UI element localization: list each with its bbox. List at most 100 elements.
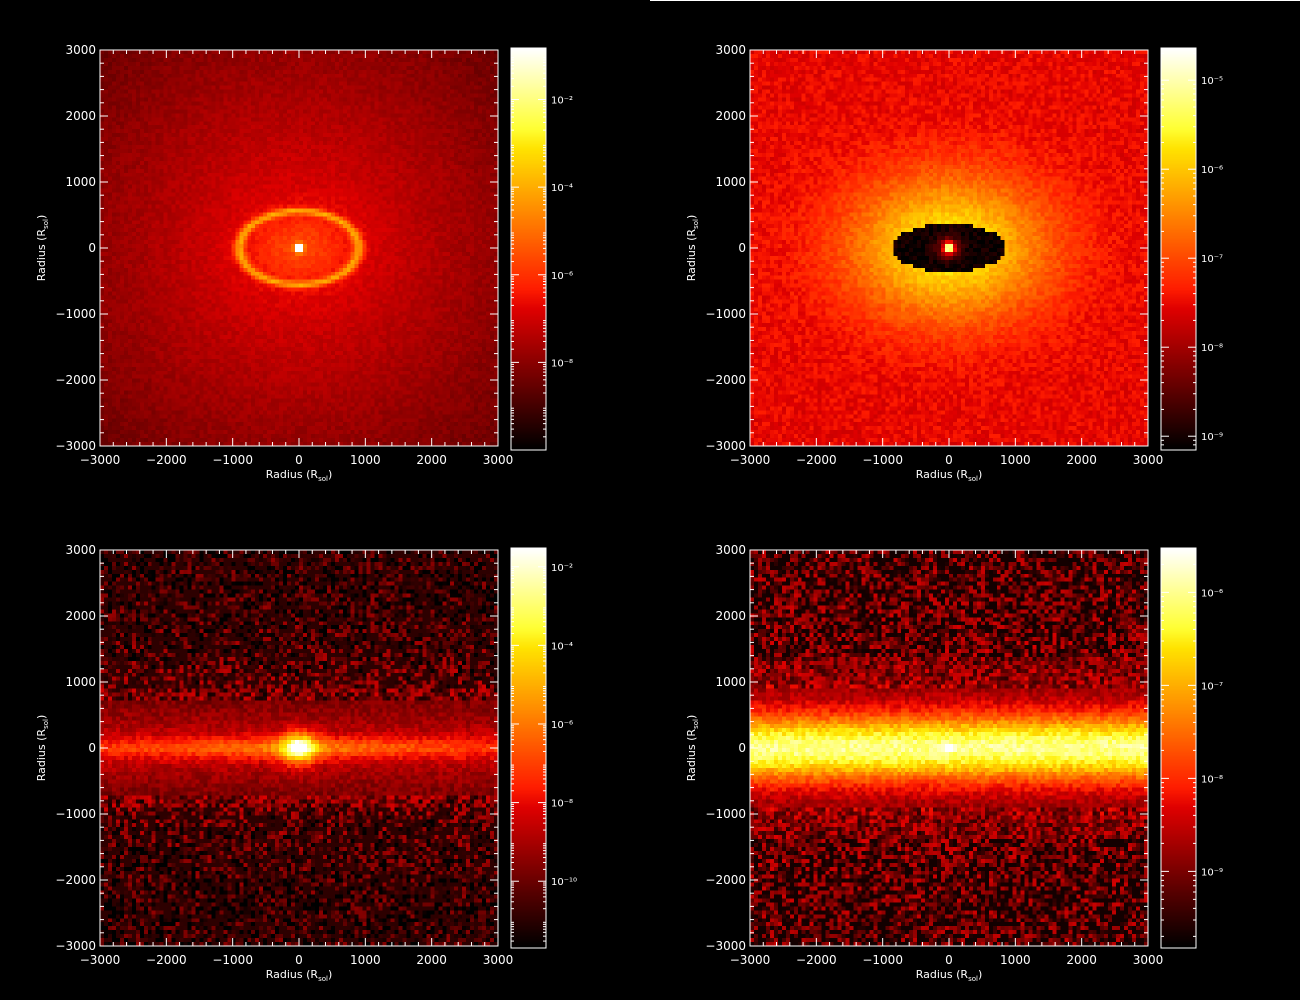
- x-axis-label: Radius (Rsol): [266, 968, 333, 983]
- colorbar-tick-label: 10⁻⁵: [1201, 76, 1223, 87]
- x-tick-label: −3000: [80, 953, 121, 967]
- y-axis-label: Radius (Rsol): [35, 715, 50, 782]
- x-tick-label: 2000: [416, 953, 447, 967]
- y-tick-label: −2000: [705, 373, 746, 387]
- colorbar-tick-label: 10⁻⁷: [1201, 254, 1223, 265]
- heatmap-image-3: [100, 550, 498, 946]
- colorbar-tick-label: 10⁻⁶: [551, 271, 573, 282]
- colorbar-tick-label: 10⁻⁷: [1201, 681, 1223, 692]
- y-tick-label: −1000: [55, 307, 96, 321]
- y-tick-label: −1000: [55, 807, 96, 821]
- x-tick-label: −2000: [796, 453, 837, 467]
- colorbar-tick-label: 10⁻⁶: [551, 720, 573, 731]
- x-tick-label: 1000: [1000, 453, 1031, 467]
- x-axis-label: Radius (Rsol): [266, 468, 333, 483]
- colorbar-tick-label: 10⁻¹⁰: [551, 877, 577, 888]
- x-tick-label: 1000: [350, 953, 381, 967]
- panel-1: −3000 −2000 −1000 0 1000 2000 3000 −3000 −2000 −1…: [35, 43, 573, 483]
- y-tick-label: −3000: [705, 439, 746, 453]
- x-tick-label: −3000: [80, 453, 121, 467]
- x-tick-label: 2000: [416, 453, 447, 467]
- y-axis-label: Radius (Rsol): [685, 215, 700, 282]
- y-tick-label: −2000: [55, 873, 96, 887]
- x-tick-label: −3000: [730, 453, 771, 467]
- panel-3: −3000 −2000 −1000 0 1000 2000 3000 −3000 −2000 −1…: [35, 543, 577, 983]
- x-tick-label: 3000: [1133, 453, 1164, 467]
- x-tick-label: 0: [945, 453, 953, 467]
- x-tick-label: 0: [295, 953, 303, 967]
- heatmap-image-1: [100, 50, 498, 446]
- x-tick-label: −3000: [730, 953, 771, 967]
- colorbar-gradient: [511, 48, 546, 450]
- x-axis-label: Radius (Rsol): [916, 468, 983, 483]
- y-tick-label: −3000: [55, 439, 96, 453]
- colorbar-tick-label: 10⁻⁸: [1201, 343, 1223, 354]
- colorbar-frame: [1160, 47, 1197, 451]
- x-tick-label: 2000: [1066, 953, 1097, 967]
- y-tick-label: 1000: [715, 175, 746, 189]
- y-tick-label: 2000: [65, 109, 96, 123]
- top-border-line: [650, 0, 1300, 1]
- colorbar-tick-label: 10⁻⁶: [1201, 588, 1223, 599]
- x-tick-label: −1000: [212, 453, 253, 467]
- x-tick-label: 3000: [483, 453, 514, 467]
- y-tick-label: −2000: [705, 873, 746, 887]
- x-tick-label: 3000: [483, 953, 514, 967]
- x-tick-label: −2000: [796, 953, 837, 967]
- y-tick-label: −3000: [705, 939, 746, 953]
- x-tick-label: 0: [295, 453, 303, 467]
- colorbar-tick-label: 10⁻⁹: [1201, 867, 1223, 878]
- heatmap-image-4: [750, 550, 1148, 946]
- colorbar-gradient: [511, 548, 546, 948]
- y-tick-label: 0: [738, 741, 746, 755]
- x-tick-label: −2000: [146, 453, 187, 467]
- y-tick-label: −3000: [55, 939, 96, 953]
- x-tick-label: −1000: [862, 453, 903, 467]
- y-tick-label: 2000: [65, 609, 96, 623]
- y-tick-label: −2000: [55, 373, 96, 387]
- y-tick-label: 1000: [715, 675, 746, 689]
- x-tick-label: 1000: [1000, 953, 1031, 967]
- x-tick-label: −1000: [862, 953, 903, 967]
- y-axis-label: Radius (Rsol): [685, 715, 700, 782]
- y-tick-label: 1000: [65, 675, 96, 689]
- x-tick-label: 2000: [1066, 453, 1097, 467]
- y-tick-label: 2000: [715, 609, 746, 623]
- y-tick-label: 3000: [65, 43, 96, 57]
- x-tick-label: 0: [945, 953, 953, 967]
- x-axis-label: Radius (Rsol): [916, 968, 983, 983]
- y-tick-label: 3000: [715, 43, 746, 57]
- y-tick-label: −1000: [705, 807, 746, 821]
- y-tick-label: 3000: [65, 543, 96, 557]
- y-tick-label: 0: [88, 241, 96, 255]
- colorbar-tick-label: 10⁻⁹: [1201, 432, 1223, 443]
- y-tick-label: 0: [88, 741, 96, 755]
- panel-4: −3000 −2000 −1000 0 1000 2000 3000 −3000 −2000 −1…: [685, 543, 1223, 983]
- colorbar-gradient: [1161, 48, 1196, 450]
- heatmap-image-2: [750, 50, 1148, 446]
- y-tick-label: −1000: [705, 307, 746, 321]
- x-tick-label: 3000: [1133, 953, 1164, 967]
- y-tick-label: 1000: [65, 175, 96, 189]
- y-tick-label: 2000: [715, 109, 746, 123]
- y-axis-label: Radius (Rsol): [35, 215, 50, 282]
- colorbar-tick-label: 10⁻⁶: [1201, 165, 1223, 176]
- colorbar-tick-label: 10⁻²: [551, 96, 573, 107]
- colorbar-tick-label: 10⁻²: [551, 563, 573, 574]
- colorbar-gradient: [1161, 548, 1196, 948]
- colorbar-tick-label: 10⁻⁸: [551, 358, 573, 369]
- colorbar-tick-label: 10⁻⁴: [551, 183, 573, 194]
- colorbar-tick-label: 10⁻⁸: [551, 799, 573, 810]
- colorbar-tick-label: 10⁻⁸: [1201, 774, 1223, 785]
- colorbar-tick-label: 10⁻⁴: [551, 641, 573, 652]
- x-tick-label: 1000: [350, 453, 381, 467]
- y-tick-label: 0: [738, 241, 746, 255]
- y-tick-label: 3000: [715, 543, 746, 557]
- x-tick-label: −1000: [212, 953, 253, 967]
- colorbar-frame: [1160, 547, 1197, 949]
- x-tick-label: −2000: [146, 953, 187, 967]
- panel-2: −3000 −2000 −1000 0 1000 2000 3000 −3000 −2000 −1…: [685, 43, 1223, 483]
- colorbar-frame: [510, 547, 547, 949]
- colorbar-frame: [510, 47, 547, 451]
